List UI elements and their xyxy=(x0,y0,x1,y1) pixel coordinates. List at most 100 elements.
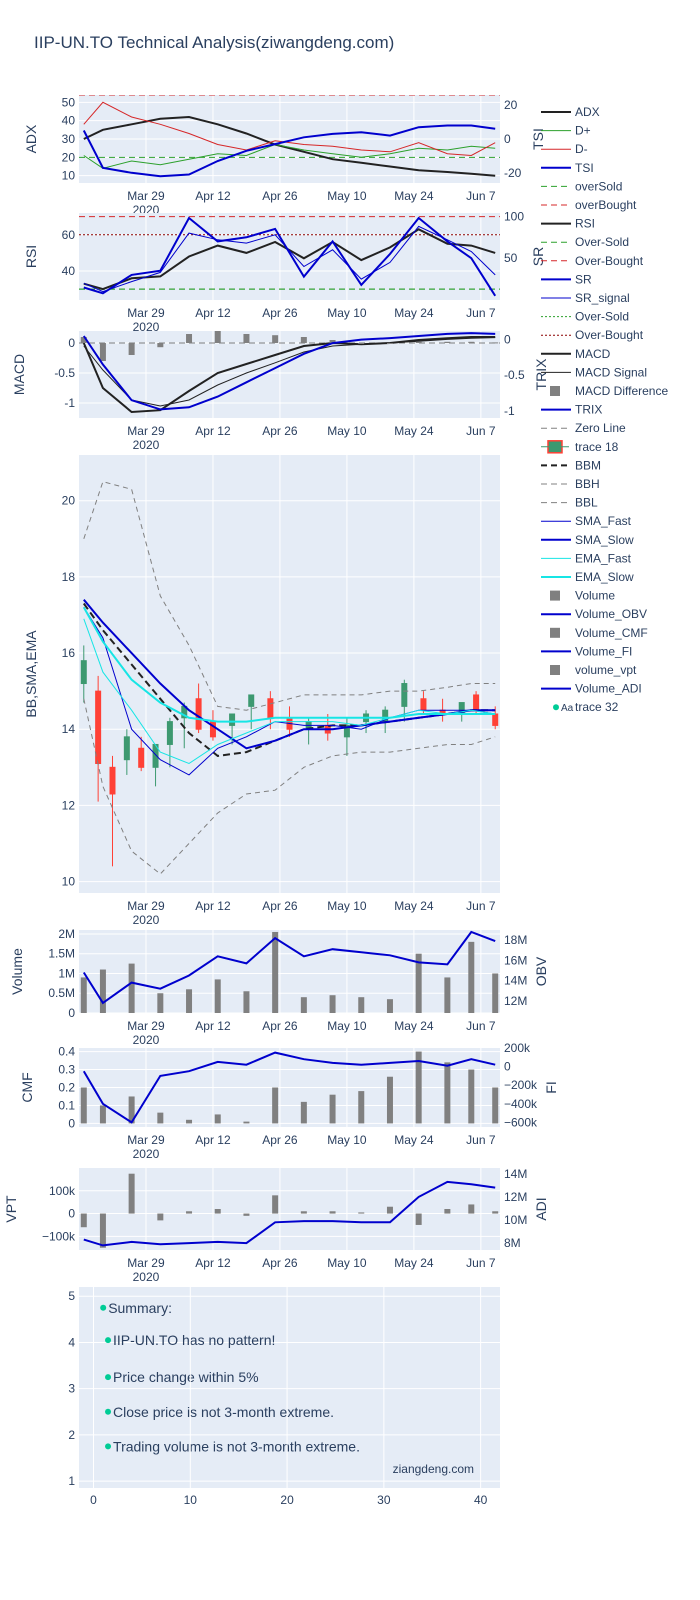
legend-item: Aa trace 32 xyxy=(553,700,619,714)
legend-label: TRIX xyxy=(575,403,602,417)
x-tick-label: Mar 29 xyxy=(127,1256,165,1270)
candle-body xyxy=(267,698,274,719)
y2-tick-label: 100 xyxy=(504,209,524,223)
x-tick-label: May 24 xyxy=(394,1256,434,1270)
line-MACD Signal xyxy=(83,337,496,407)
line-EMA_Slow xyxy=(82,606,496,723)
legend-item: D+ xyxy=(541,124,591,138)
y2-axis-title: TRIX xyxy=(533,358,549,391)
x-tick-label: Apr 26 xyxy=(262,306,298,320)
legend-item: Volume_ADI xyxy=(541,682,642,696)
plot-area xyxy=(79,95,500,178)
legend-label: Volume xyxy=(575,589,615,603)
x-tick-label: Mar 29 xyxy=(127,189,165,203)
x-tick-label: Apr 12 xyxy=(195,899,231,913)
x-tick-label: Mar 29 xyxy=(127,1133,165,1147)
legend-label: MACD xyxy=(575,347,611,361)
legend-item: Over-Bought xyxy=(541,254,644,268)
bar-Volume xyxy=(300,997,307,1013)
x-tick-label: Apr 26 xyxy=(262,1133,298,1147)
y2-tick-label: −400k xyxy=(504,1097,538,1111)
legend-item: SR xyxy=(541,272,592,286)
bar-Volume_CMF xyxy=(186,1119,193,1124)
legend-label: Over-Bought xyxy=(575,328,644,342)
bar-MACD Difference xyxy=(186,334,193,343)
legend-label: Volume_FI xyxy=(575,644,632,658)
bar-Volume xyxy=(99,969,106,1013)
legend: ADX D+ D- TSI overSold overBought RSI Over-Sold… xyxy=(541,105,668,714)
bar-Volume xyxy=(492,973,499,1013)
legend-label: MACD Difference xyxy=(575,384,668,398)
legend-item: BBL xyxy=(541,496,598,510)
bar-MACD Difference xyxy=(358,343,365,344)
bar-Volume_CMF xyxy=(214,1114,221,1124)
y-tick-label: 0.2 xyxy=(58,1081,75,1095)
bar-volume_vpt xyxy=(358,1212,365,1214)
plot-background xyxy=(79,213,500,300)
x-tick-label: Apr 12 xyxy=(195,1256,231,1270)
y-tick-label: 10 xyxy=(62,169,76,183)
bar-Volume_CMF xyxy=(128,1096,135,1124)
y2-tick-label: 14M xyxy=(504,974,527,988)
y2-tick-label: 20 xyxy=(504,98,518,112)
y-tick-label: 0.4 xyxy=(58,1045,75,1059)
bar-volume_vpt xyxy=(329,1211,336,1214)
summary-point xyxy=(105,1408,112,1415)
bar-MACD Difference xyxy=(468,341,475,343)
x-tick-label: May 10 xyxy=(327,899,367,913)
x-tick-label: Apr 26 xyxy=(262,1019,298,1033)
y2-tick-label: 10M xyxy=(504,1213,527,1227)
x-tick-label: Mar 29 xyxy=(127,424,165,438)
bar-MACD Difference xyxy=(329,340,336,343)
bar-Volume xyxy=(186,989,193,1013)
summary-text: IIP-UN.TO has no pattern! xyxy=(113,1332,275,1348)
y2-tick-label: 8M xyxy=(504,1236,521,1250)
y-tick-label: -0.5 xyxy=(54,366,75,380)
y2-tick-label: −200k xyxy=(504,1078,538,1092)
x-tick-year: 2020 xyxy=(133,1270,160,1284)
plot-background xyxy=(79,930,500,1013)
candle-body xyxy=(473,694,480,711)
legend-item: trace 18 xyxy=(541,440,619,454)
bar-volume_vpt xyxy=(243,1213,250,1216)
legend-label: trace 18 xyxy=(575,440,619,454)
y-axis-title: CMF xyxy=(19,1072,35,1102)
legend-label: BBL xyxy=(575,496,598,510)
panel-summary: 1 2 3 4 5 Summary: IIP-UN.TO has no pattern! Pr… xyxy=(68,1287,500,1507)
y2-tick-label: 12M xyxy=(504,994,527,1008)
legend-label: volume_vpt xyxy=(575,663,637,677)
y2-tick-label: 0 xyxy=(504,333,511,347)
y-tick-label: 0 xyxy=(68,1116,75,1130)
line-SR_signal xyxy=(83,225,496,293)
y2-tick-label: 12M xyxy=(504,1190,527,1204)
x-tick-label: Mar 29 xyxy=(127,306,165,320)
x-tick-label: Jun 7 xyxy=(466,189,496,203)
legend-label: EMA_Slow xyxy=(575,570,634,584)
legend-label: D- xyxy=(575,142,588,156)
y-tick-label: 0 xyxy=(68,1006,75,1020)
y-axis-title: BB,SMA,EMA xyxy=(23,630,39,718)
y-tick-label: 18 xyxy=(62,570,76,584)
legend-item: overSold xyxy=(541,179,622,193)
line-SMA_Fast xyxy=(83,607,496,776)
x-tick-label: Apr 26 xyxy=(262,899,298,913)
bar-volume_vpt xyxy=(128,1173,135,1214)
y-tick-label: 0 xyxy=(68,336,75,350)
x-tick-label: May 24 xyxy=(394,899,434,913)
y-tick-label: 12 xyxy=(62,798,76,812)
y2-tick-label: -20 xyxy=(504,166,522,180)
x-tick-label: 30 xyxy=(377,1493,391,1507)
bar-Volume xyxy=(243,991,250,1013)
plot-area: Summary: IIP-UN.TO has no pattern! Price c… xyxy=(100,1300,360,1454)
legend-label: Volume_CMF xyxy=(575,626,648,640)
x-tick-label: May 10 xyxy=(327,1133,367,1147)
bar-MACD Difference xyxy=(386,343,393,344)
legend-item: BBM xyxy=(541,458,601,472)
legend-label: TSI xyxy=(575,161,594,175)
y2-tick-label: 16M xyxy=(504,953,527,967)
bar-MACD Difference xyxy=(99,343,106,361)
y-tick-label: 16 xyxy=(62,646,76,660)
